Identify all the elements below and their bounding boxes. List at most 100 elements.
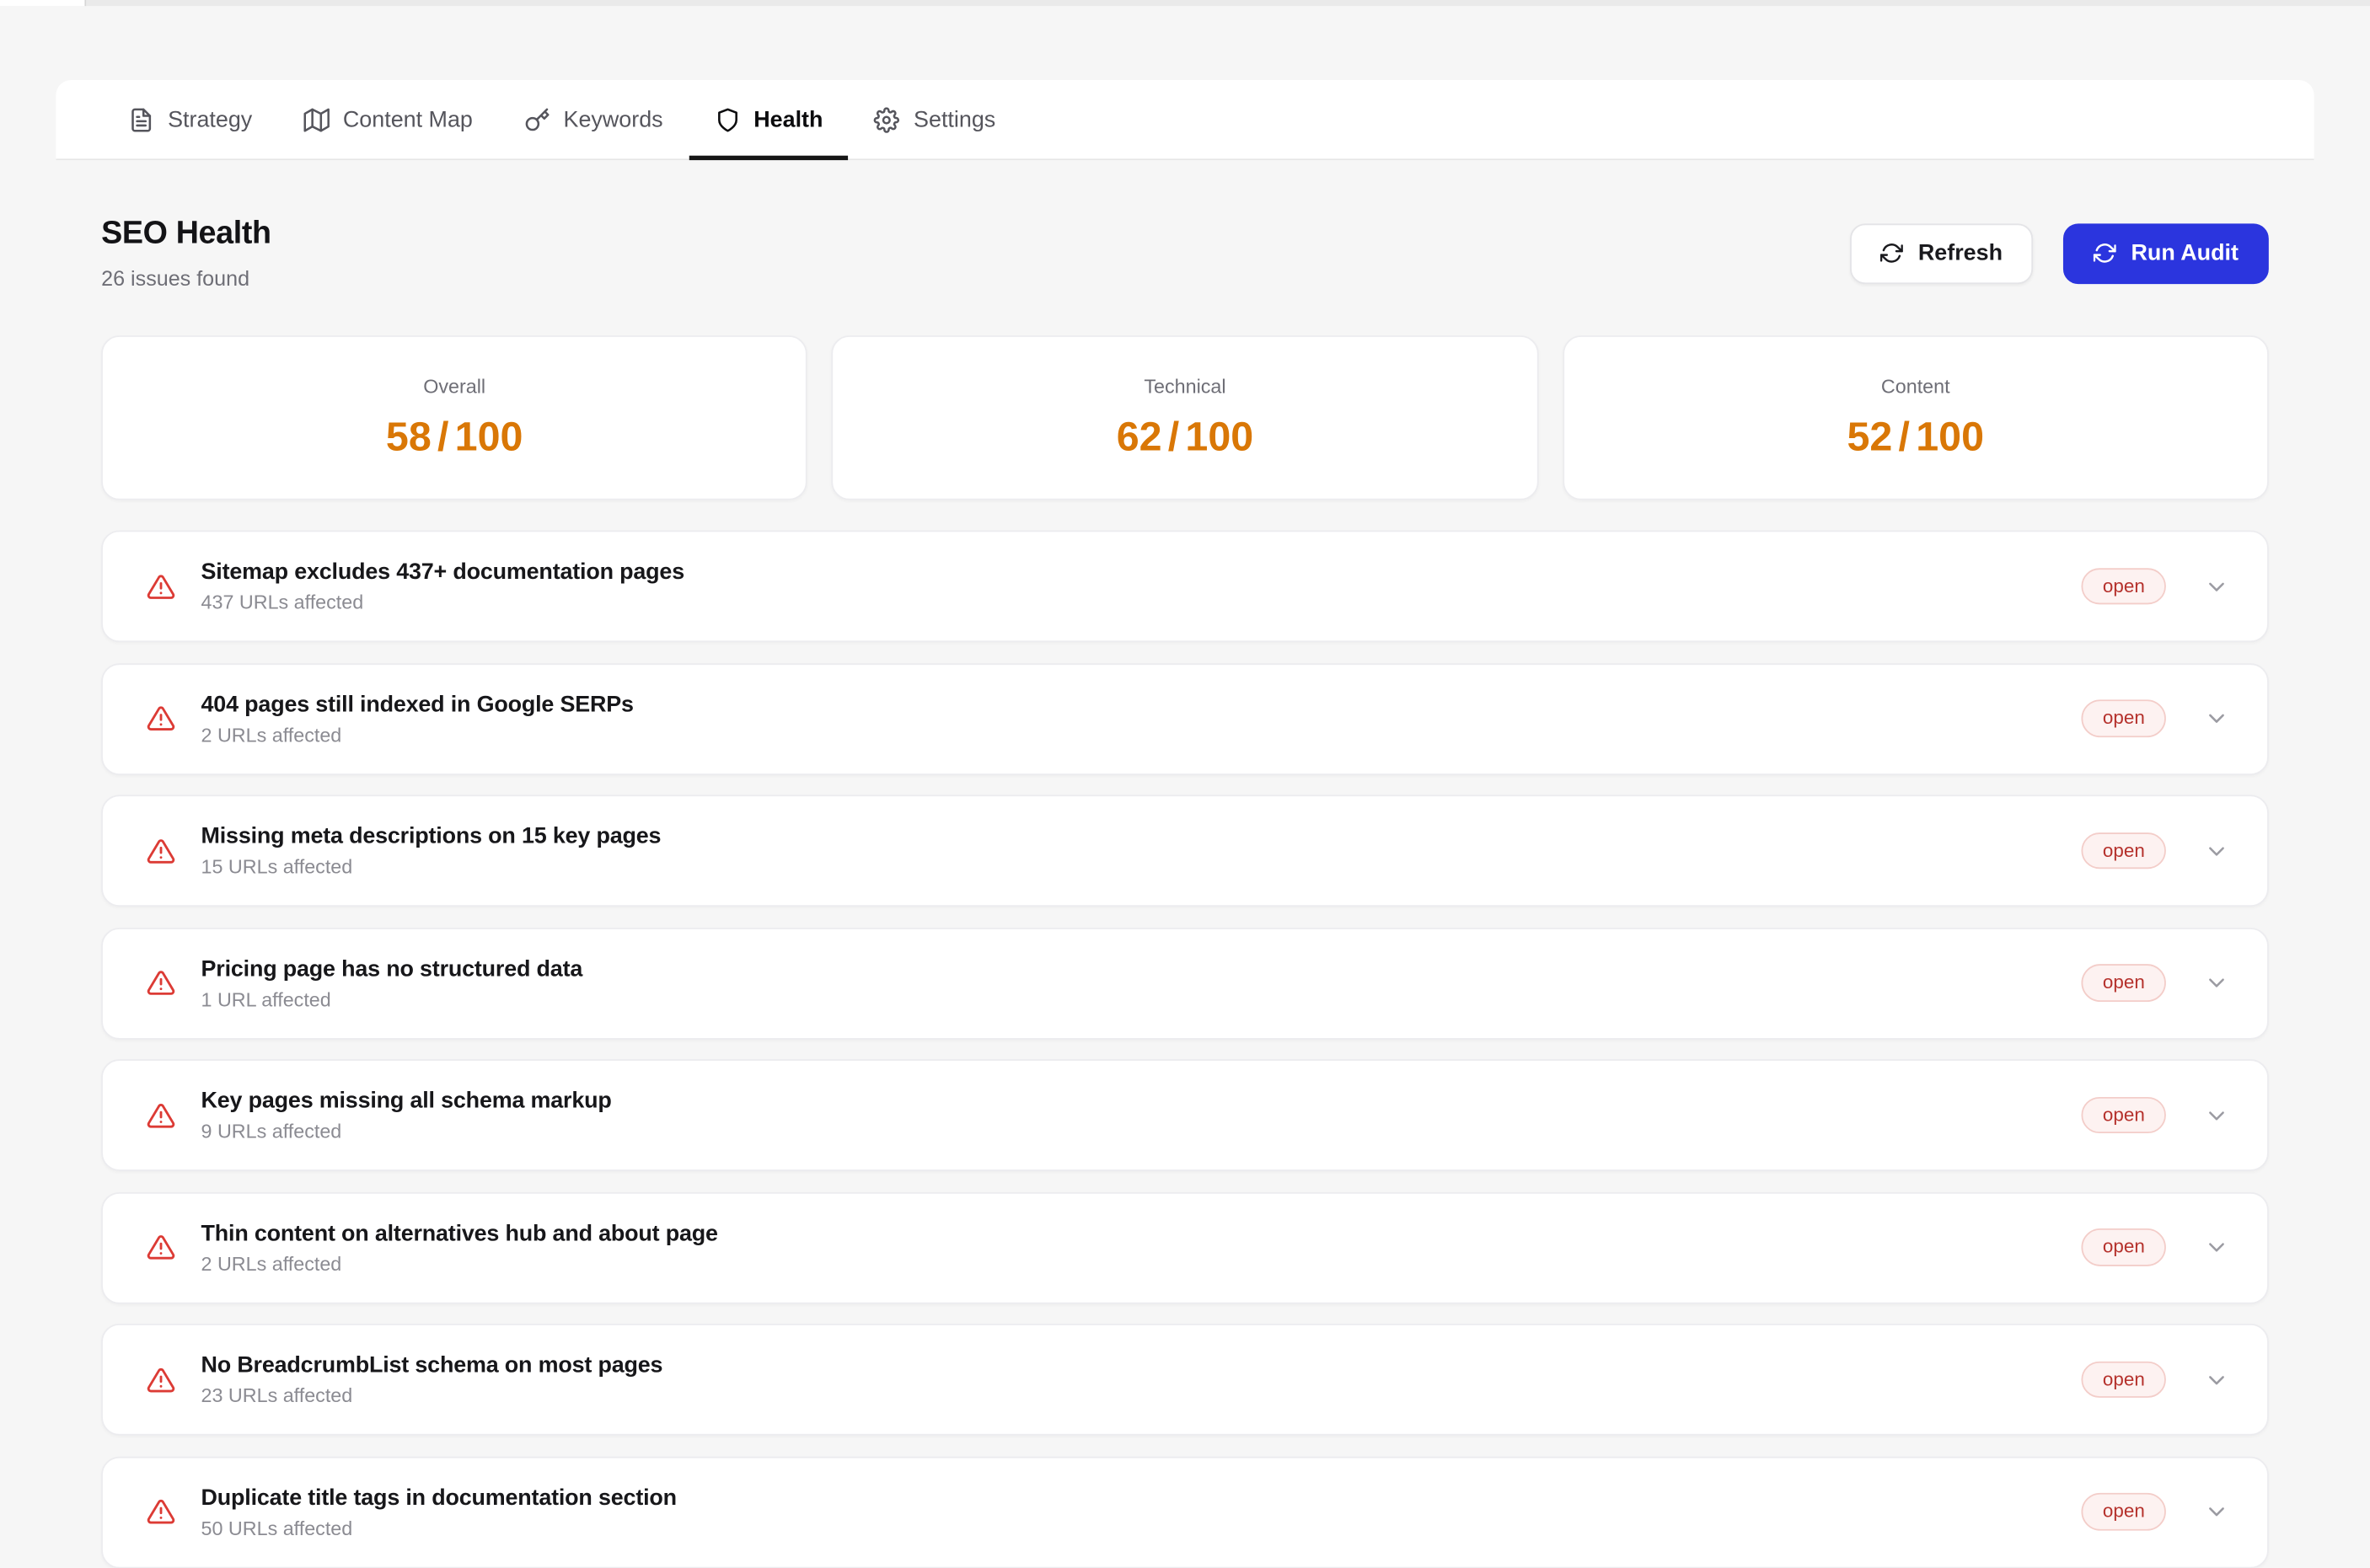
issue-meta: 2 URLs affected (201, 723, 342, 747)
score-value: 52/100 (1847, 414, 1984, 461)
map-icon (303, 106, 330, 131)
warning-triangle-icon (147, 1365, 175, 1394)
tab-content-map[interactable]: Content Map (278, 80, 499, 158)
tab-label: Settings (914, 106, 996, 132)
status-badge: open (2081, 832, 2166, 870)
issue-row[interactable]: Thin content on alternatives hub and abo… (101, 1191, 2269, 1303)
score-card-content: Content 52/100 (1562, 335, 2269, 500)
score-label: Technical (1144, 374, 1226, 398)
status-badge: open (2081, 1493, 2166, 1531)
issue-text: No BreadcrumbList schema on most pages 2… (201, 1352, 663, 1407)
score-value: 62/100 (1117, 414, 1254, 461)
score-separator: / (1898, 414, 1911, 460)
issue-meta: 9 URLs affected (201, 1119, 342, 1143)
issue-row-actions: open (2081, 964, 2229, 1002)
tab-label: Health (753, 106, 823, 132)
issue-text: 404 pages still indexed in Google SERPs … (201, 691, 634, 746)
page-header-text: SEO Health 26 issues found (101, 216, 271, 290)
issue-title: Thin content on alternatives hub and abo… (201, 1220, 719, 1246)
run-audit-button-label: Run Audit (2131, 240, 2239, 266)
tab-strategy[interactable]: Strategy (103, 80, 278, 158)
issue-row-actions: open (2081, 832, 2229, 870)
issue-row-actions: open (2081, 567, 2229, 605)
refresh-button[interactable]: Refresh (1850, 222, 2033, 284)
issue-row-actions: open (2081, 1493, 2229, 1531)
score-max: 100 (1916, 414, 1985, 460)
window-top-notch (0, 0, 87, 7)
status-badge: open (2081, 1228, 2166, 1266)
issue-title: Key pages missing all schema markup (201, 1088, 612, 1114)
score-number: 58 (385, 414, 432, 460)
tab-settings[interactable]: Settings (849, 80, 1021, 158)
refresh-icon (2093, 242, 2116, 265)
issue-text: Pricing page has no structured data 1 UR… (201, 955, 583, 1010)
issue-row[interactable]: Key pages missing all schema markup 9 UR… (101, 1059, 2269, 1171)
issue-meta: 50 URLs affected (201, 1516, 353, 1539)
run-audit-button[interactable]: Run Audit (2062, 222, 2269, 284)
issue-meta: 23 URLs affected (201, 1383, 353, 1407)
chevron-down-icon[interactable] (2204, 1367, 2229, 1392)
issue-meta: 2 URLs affected (201, 1251, 342, 1275)
chevron-down-icon[interactable] (2204, 838, 2229, 863)
warning-triangle-icon (147, 1497, 175, 1526)
chevron-down-icon[interactable] (2204, 970, 2229, 995)
warning-triangle-icon (147, 572, 175, 601)
issue-title: Duplicate title tags in documentation se… (201, 1484, 678, 1511)
status-badge: open (2081, 567, 2166, 605)
warning-triangle-icon (147, 704, 175, 733)
score-card-overall: Overall 58/100 (101, 335, 808, 500)
score-max: 100 (1185, 414, 1254, 460)
issue-row[interactable]: Missing meta descriptions on 15 key page… (101, 795, 2269, 907)
tab-bar: Strategy Content Map Keywords Health Set… (56, 80, 2314, 161)
refresh-button-label: Refresh (1917, 240, 2003, 266)
score-label: Overall (423, 374, 486, 398)
chevron-down-icon[interactable] (2204, 706, 2229, 731)
status-badge: open (2081, 964, 2166, 1002)
score-separator: / (437, 414, 449, 460)
key-icon (524, 106, 550, 131)
tab-health[interactable]: Health (689, 80, 849, 161)
issue-row-actions: open (2081, 1361, 2229, 1399)
issue-row[interactable]: Duplicate title tags in documentation se… (101, 1455, 2269, 1568)
window-top-strip (0, 0, 2370, 7)
page-header: SEO Health 26 issues found Refresh Run A… (101, 216, 2269, 290)
issue-row[interactable]: 404 pages still indexed in Google SERPs … (101, 662, 2269, 775)
tab-label: Content Map (342, 106, 473, 132)
score-separator: / (1167, 414, 1180, 460)
issue-row[interactable]: No BreadcrumbList schema on most pages 2… (101, 1323, 2269, 1436)
score-cards-row: Overall 58/100 Technical 62/100 Content … (101, 335, 2269, 500)
warning-triangle-icon (147, 969, 175, 998)
issue-row[interactable]: Sitemap excludes 437+ documentation page… (101, 530, 2269, 643)
issue-meta: 437 URLs affected (201, 591, 364, 614)
chevron-down-icon[interactable] (2204, 1234, 2229, 1260)
warning-triangle-icon (147, 837, 175, 865)
issue-title: Sitemap excludes 437+ documentation page… (201, 559, 685, 586)
issue-title: No BreadcrumbList schema on most pages (201, 1352, 663, 1378)
issue-title: Pricing page has no structured data (201, 955, 583, 982)
issues-list: Sitemap excludes 437+ documentation page… (101, 530, 2269, 1568)
refresh-icon (1880, 242, 1903, 265)
tab-keywords[interactable]: Keywords (498, 80, 689, 158)
score-number: 52 (1847, 414, 1893, 460)
issues-count-subtitle: 26 issues found (101, 265, 250, 291)
header-actions: Refresh Run Audit (1850, 222, 2269, 284)
issue-text: Missing meta descriptions on 15 key page… (201, 823, 662, 878)
gear-icon (874, 106, 900, 132)
main-content: SEO Health 26 issues found Refresh Run A… (101, 216, 2269, 1568)
chevron-down-icon[interactable] (2204, 1102, 2229, 1127)
tab-label: Keywords (563, 106, 663, 132)
file-text-icon (128, 106, 153, 131)
score-max: 100 (454, 414, 523, 460)
chevron-down-icon[interactable] (2204, 1499, 2229, 1524)
issue-row-actions: open (2081, 699, 2229, 737)
score-value: 58/100 (386, 414, 523, 461)
score-label: Content (1880, 374, 1950, 398)
warning-triangle-icon (147, 1233, 175, 1261)
issue-meta: 1 URL affected (201, 987, 331, 1010)
score-card-technical: Technical 62/100 (831, 335, 1539, 500)
score-number: 62 (1116, 414, 1162, 460)
shield-icon (715, 106, 740, 131)
chevron-down-icon[interactable] (2204, 574, 2229, 599)
issue-row[interactable]: Pricing page has no structured data 1 UR… (101, 927, 2269, 1039)
